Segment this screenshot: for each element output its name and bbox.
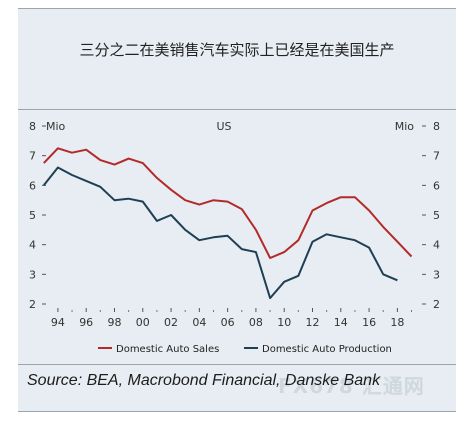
line-chart: 2 2 3 3 4 4 5 5 6 6 7 7 8 8 Mio Mio US 94 96 98 00 02 04 06 08 10…	[29, 120, 440, 355]
y-tick-label-right: 8	[433, 120, 440, 133]
x-tick-label: 14	[334, 316, 348, 329]
y-tick-label-right: 5	[433, 209, 440, 222]
y-tick-label-left: 8	[29, 120, 36, 133]
chart-figure: 三分之二在美销售汽车实际上已经是在美国生产 2 2 3 3 4 4 5 5 6 6 7 7 8 8 Mio M…	[18, 8, 456, 412]
legend-label: Domestic Auto Production	[262, 344, 392, 355]
title-divider	[18, 109, 456, 110]
y-tick-label-left: 3	[29, 268, 36, 281]
x-tick-label: 12	[306, 316, 320, 329]
x-tick-label: 10	[277, 316, 291, 329]
x-tick-label: 94	[51, 316, 65, 329]
x-tick-label: 08	[249, 316, 263, 329]
x-tick-label: 00	[136, 316, 150, 329]
watermark: FX678 汇通网	[278, 374, 425, 398]
legend-label: Domestic Auto Sales	[116, 344, 219, 355]
y-unit-right: Mio	[395, 120, 415, 133]
region-label: US	[216, 120, 231, 133]
y-tick-label-right: 7	[433, 150, 440, 163]
x-tick-label: 18	[390, 316, 404, 329]
y-tick-label-left: 5	[29, 209, 36, 222]
chart-title: 三分之二在美销售汽车实际上已经是在美国生产	[79, 41, 395, 59]
y-unit-left: Mio	[46, 120, 66, 133]
y-tick-label-right: 4	[433, 239, 440, 252]
series-line-domestic-auto-sales	[43, 147, 413, 259]
x-tick-label: 06	[221, 316, 235, 329]
y-tick-label-left: 6	[29, 179, 36, 192]
source-note: Source: BEA, Macrobond Financial, Danske…	[27, 372, 381, 389]
x-tick-label: 98	[107, 316, 121, 329]
y-tick-label-right: 6	[433, 179, 440, 192]
series-line-domestic-auto-production	[43, 166, 398, 300]
y-tick-label-left: 4	[29, 239, 36, 252]
x-tick-label: 02	[164, 316, 178, 329]
y-tick-label-left: 2	[29, 298, 36, 311]
y-tick-label-right: 3	[433, 268, 440, 281]
x-tick-label: 04	[192, 316, 206, 329]
y-tick-label-left: 7	[29, 150, 36, 163]
footer-divider	[18, 364, 456, 365]
x-tick-label: 96	[79, 316, 93, 329]
x-tick-label: 16	[362, 316, 376, 329]
y-tick-label-right: 2	[433, 298, 440, 311]
